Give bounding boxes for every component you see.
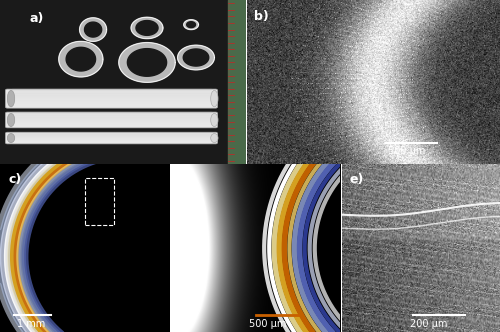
Polygon shape [178, 45, 214, 70]
Polygon shape [119, 42, 175, 82]
Bar [85, 178, 114, 225]
Polygon shape [136, 21, 158, 35]
Polygon shape [128, 49, 166, 76]
Text: 200 μm: 200 μm [410, 319, 447, 329]
Polygon shape [184, 49, 208, 66]
Ellipse shape [210, 133, 218, 142]
Polygon shape [131, 17, 163, 39]
Text: 500 μm: 500 μm [249, 319, 286, 329]
Ellipse shape [8, 133, 14, 142]
Text: b): b) [254, 10, 269, 23]
Text: 500 μm: 500 μm [388, 146, 426, 156]
Polygon shape [59, 42, 103, 77]
FancyBboxPatch shape [6, 132, 218, 144]
Ellipse shape [210, 90, 218, 107]
Text: a): a) [30, 12, 44, 25]
FancyBboxPatch shape [6, 112, 218, 128]
Ellipse shape [210, 114, 218, 126]
Polygon shape [184, 20, 198, 30]
Polygon shape [80, 18, 106, 41]
Text: c): c) [8, 173, 22, 186]
Polygon shape [186, 22, 196, 28]
Polygon shape [66, 47, 96, 71]
Ellipse shape [8, 114, 14, 126]
Text: 1 mm: 1 mm [17, 319, 45, 329]
Ellipse shape [8, 90, 14, 107]
Text: e): e) [350, 173, 364, 186]
Text: d): d) [182, 173, 196, 186]
Polygon shape [84, 22, 102, 37]
FancyBboxPatch shape [6, 89, 218, 108]
